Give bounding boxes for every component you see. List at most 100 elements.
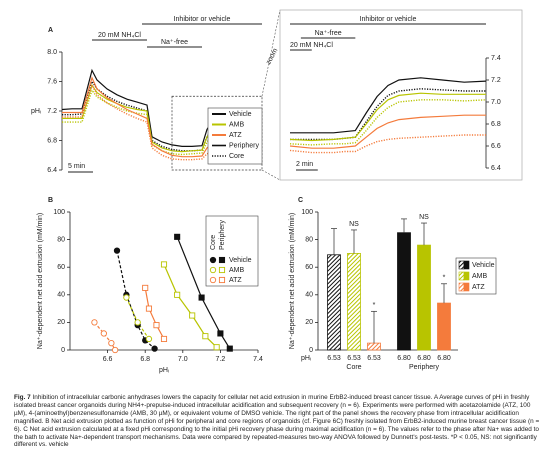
y-tick-label: 7.2 (491, 77, 501, 84)
marker-circle (151, 345, 158, 352)
marker-circle (209, 266, 217, 274)
marker-square (213, 344, 220, 351)
period-label: Na⁺-free (315, 30, 342, 37)
group-label: Periphery (409, 364, 439, 371)
marker-square (218, 276, 226, 284)
zoom-guide (261, 9, 281, 97)
bar (437, 302, 451, 351)
marker-circle (209, 276, 217, 284)
marker-square (145, 305, 153, 312)
significance: * (443, 275, 446, 282)
legend-label: AMB (472, 273, 488, 280)
marker-square (202, 333, 209, 340)
legend-swatch (458, 271, 465, 281)
bar-label: 6.53 (367, 355, 381, 362)
zoom-guide (261, 169, 281, 181)
legend-label: ATZ (229, 277, 242, 284)
marker-square (217, 330, 224, 337)
marker-square (198, 294, 205, 301)
y-tick-label: 80 (57, 236, 65, 243)
trace (290, 77, 487, 134)
y-tick-label: 0 (61, 347, 65, 354)
panel-label: B (48, 197, 53, 204)
period-label: Inhibitor or vehicle (174, 16, 231, 23)
caption: Fig. 7 Inhibition of intracellular carbo… (14, 394, 540, 449)
y-tick-label: 40 (305, 292, 313, 299)
bar-label: 6.80 (417, 355, 431, 362)
trace (290, 88, 486, 141)
marker-circle (209, 256, 217, 264)
y-tick-label: 7.6 (47, 78, 57, 85)
zoom-frame (279, 9, 523, 181)
y-tick-label: 60 (57, 264, 65, 271)
significance: NS (349, 221, 359, 228)
series-line (176, 236, 231, 349)
period-label: Inhibitor or vehicle (360, 16, 417, 23)
legend-swatch (463, 282, 470, 292)
y-tick-label: 0 (309, 347, 313, 354)
panel-label: A (48, 27, 53, 34)
y-tick-label: 6.6 (491, 143, 501, 150)
bar-label: 6.80 (397, 355, 411, 362)
legend-swatch (463, 271, 470, 281)
y-tick-label: 80 (305, 236, 313, 243)
marker-square (226, 345, 233, 352)
bar-label: 6.53 (327, 355, 341, 362)
legend-box (205, 215, 259, 287)
marker-square (218, 256, 226, 264)
trace (62, 83, 257, 161)
y-tick-label: 8.0 (47, 49, 57, 56)
trace (289, 92, 486, 142)
figure-charts: 6.4 6.8 7.2 7.6 8.0 20 mM NH₄Cl Inhibitor or v… (31, 9, 523, 374)
x-tick-label: 6.8 (140, 356, 150, 363)
y-tick-label: 100 (301, 209, 313, 216)
x-tick-label: 7.2 (216, 356, 226, 363)
trace (289, 99, 487, 146)
scale-bar-label: 5 min (68, 163, 85, 170)
series-line (125, 297, 150, 340)
bar (347, 252, 361, 351)
bar-label: 6.53 (347, 355, 361, 362)
x-tick-label: 7.0 (178, 356, 188, 363)
bar (327, 254, 341, 351)
series-line (144, 287, 165, 340)
significance: NS (419, 214, 429, 221)
legend-label: AMB (229, 267, 245, 274)
caption-text: Inhibition of intracellular carbonic anh… (14, 394, 540, 449)
period-label: Na⁺-free (161, 39, 188, 46)
marker-circle (134, 319, 141, 326)
scale-bar-label: 2 min (296, 161, 313, 168)
y-tick-label: 6.4 (491, 165, 501, 172)
x-tick-label: 6.6 (103, 356, 113, 363)
y-axis-label: Na⁺-dependent net acid extrusion (mM/min… (289, 213, 296, 349)
trace (289, 114, 486, 149)
y-tick-label: 7.2 (47, 108, 57, 115)
legend-swatch (458, 260, 465, 270)
bar (367, 342, 381, 351)
bar (417, 244, 431, 351)
marker-square (160, 335, 168, 343)
legend-column: Core (210, 235, 217, 250)
y-tick-label: 20 (57, 319, 65, 326)
marker-circle (91, 319, 98, 326)
y-tick-label: 20 (305, 319, 313, 326)
y-tick-label: 60 (305, 264, 313, 271)
legend-column: Periphery (219, 220, 226, 250)
y-tick-label: 6.8 (491, 121, 501, 128)
period-label: 20 mM NH₄Cl (98, 32, 141, 39)
period-label: 20 mM NH₄Cl (290, 42, 333, 49)
y-tick-label: 7.0 (491, 99, 501, 106)
legend-label: Vehicle (472, 262, 495, 269)
marker-square (153, 322, 160, 329)
significance: * (373, 302, 376, 309)
y-tick-label: 6.8 (47, 137, 57, 144)
marker-square (174, 291, 181, 298)
caption-label: Fig. 7 (14, 394, 31, 401)
bar-label: 6.80 (437, 355, 451, 362)
legend-label: Vehicle (229, 257, 252, 264)
x-tick-label: 7.4 (253, 356, 263, 363)
marker-square (142, 284, 149, 291)
series-line (93, 322, 116, 351)
legend-label: Periphery (229, 142, 259, 149)
